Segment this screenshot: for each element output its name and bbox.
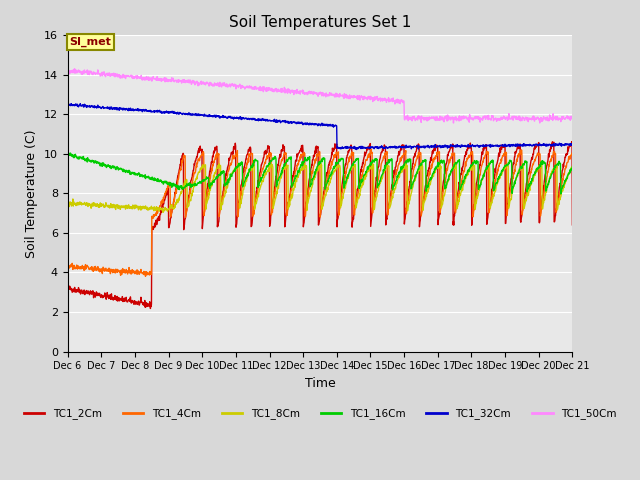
TC1_8Cm: [465, 168, 472, 174]
Line: TC1_50Cm: TC1_50Cm: [68, 69, 572, 123]
TC1_4Cm: [399, 155, 406, 160]
Legend: TC1_2Cm, TC1_4Cm, TC1_8Cm, TC1_16Cm, TC1_32Cm, TC1_50Cm: TC1_2Cm, TC1_4Cm, TC1_8Cm, TC1_16Cm, TC1…: [19, 404, 621, 423]
Line: TC1_16Cm: TC1_16Cm: [68, 153, 572, 194]
TC1_32Cm: [353, 147, 360, 153]
TC1_2Cm: [465, 145, 472, 151]
TC1_2Cm: [568, 139, 575, 144]
TC1_50Cm: [568, 116, 576, 121]
TC1_8Cm: [164, 207, 172, 213]
TC1_8Cm: [568, 165, 576, 171]
Y-axis label: Soil Temperature (C): Soil Temperature (C): [25, 129, 38, 258]
TC1_16Cm: [233, 165, 241, 171]
TC1_16Cm: [164, 181, 172, 187]
TC1_50Cm: [509, 117, 517, 123]
TC1_4Cm: [367, 146, 375, 152]
TC1_4Cm: [509, 175, 517, 181]
TC1_50Cm: [233, 83, 241, 88]
TC1_4Cm: [568, 150, 576, 156]
TC1_32Cm: [465, 144, 472, 150]
TC1_16Cm: [568, 164, 576, 169]
TC1_16Cm: [64, 151, 72, 157]
TC1_4Cm: [465, 153, 472, 158]
TC1_8Cm: [159, 209, 167, 215]
TC1_50Cm: [399, 98, 406, 104]
TC1_8Cm: [399, 168, 406, 174]
TC1_32Cm: [67, 101, 75, 107]
TC1_16Cm: [509, 184, 516, 190]
TC1_4Cm: [141, 274, 149, 279]
TC1_2Cm: [64, 285, 72, 290]
TC1_4Cm: [64, 263, 72, 268]
TC1_8Cm: [177, 192, 184, 197]
TC1_50Cm: [465, 118, 472, 123]
TC1_32Cm: [509, 143, 517, 148]
TC1_16Cm: [177, 184, 184, 190]
TC1_2Cm: [147, 306, 154, 312]
TC1_16Cm: [399, 165, 406, 170]
TC1_16Cm: [465, 167, 472, 173]
TC1_8Cm: [64, 203, 72, 209]
Line: TC1_8Cm: TC1_8Cm: [68, 163, 572, 212]
TC1_4Cm: [233, 152, 241, 158]
TC1_4Cm: [177, 167, 184, 173]
Line: TC1_4Cm: TC1_4Cm: [68, 149, 572, 276]
TC1_50Cm: [64, 66, 72, 72]
TC1_4Cm: [164, 185, 172, 191]
TC1_32Cm: [399, 144, 406, 150]
TC1_2Cm: [233, 221, 241, 227]
TC1_2Cm: [509, 163, 516, 169]
X-axis label: Time: Time: [305, 377, 335, 390]
TC1_32Cm: [233, 114, 241, 120]
Text: SI_met: SI_met: [69, 37, 111, 48]
TC1_32Cm: [568, 142, 576, 148]
TC1_8Cm: [509, 186, 517, 192]
TC1_32Cm: [164, 109, 172, 115]
TC1_32Cm: [64, 102, 72, 108]
TC1_16Cm: [65, 150, 72, 156]
Title: Soil Temperatures Set 1: Soil Temperatures Set 1: [229, 15, 411, 30]
TC1_2Cm: [568, 222, 576, 228]
Line: TC1_32Cm: TC1_32Cm: [68, 104, 572, 150]
TC1_2Cm: [399, 144, 406, 150]
TC1_16Cm: [557, 191, 564, 197]
TC1_8Cm: [451, 160, 458, 166]
TC1_50Cm: [177, 78, 184, 84]
Line: TC1_2Cm: TC1_2Cm: [68, 142, 572, 309]
TC1_50Cm: [71, 66, 79, 72]
TC1_8Cm: [233, 166, 241, 172]
TC1_2Cm: [164, 188, 172, 193]
TC1_32Cm: [177, 110, 184, 116]
TC1_2Cm: [177, 161, 184, 167]
TC1_50Cm: [164, 79, 172, 84]
TC1_50Cm: [450, 120, 458, 126]
